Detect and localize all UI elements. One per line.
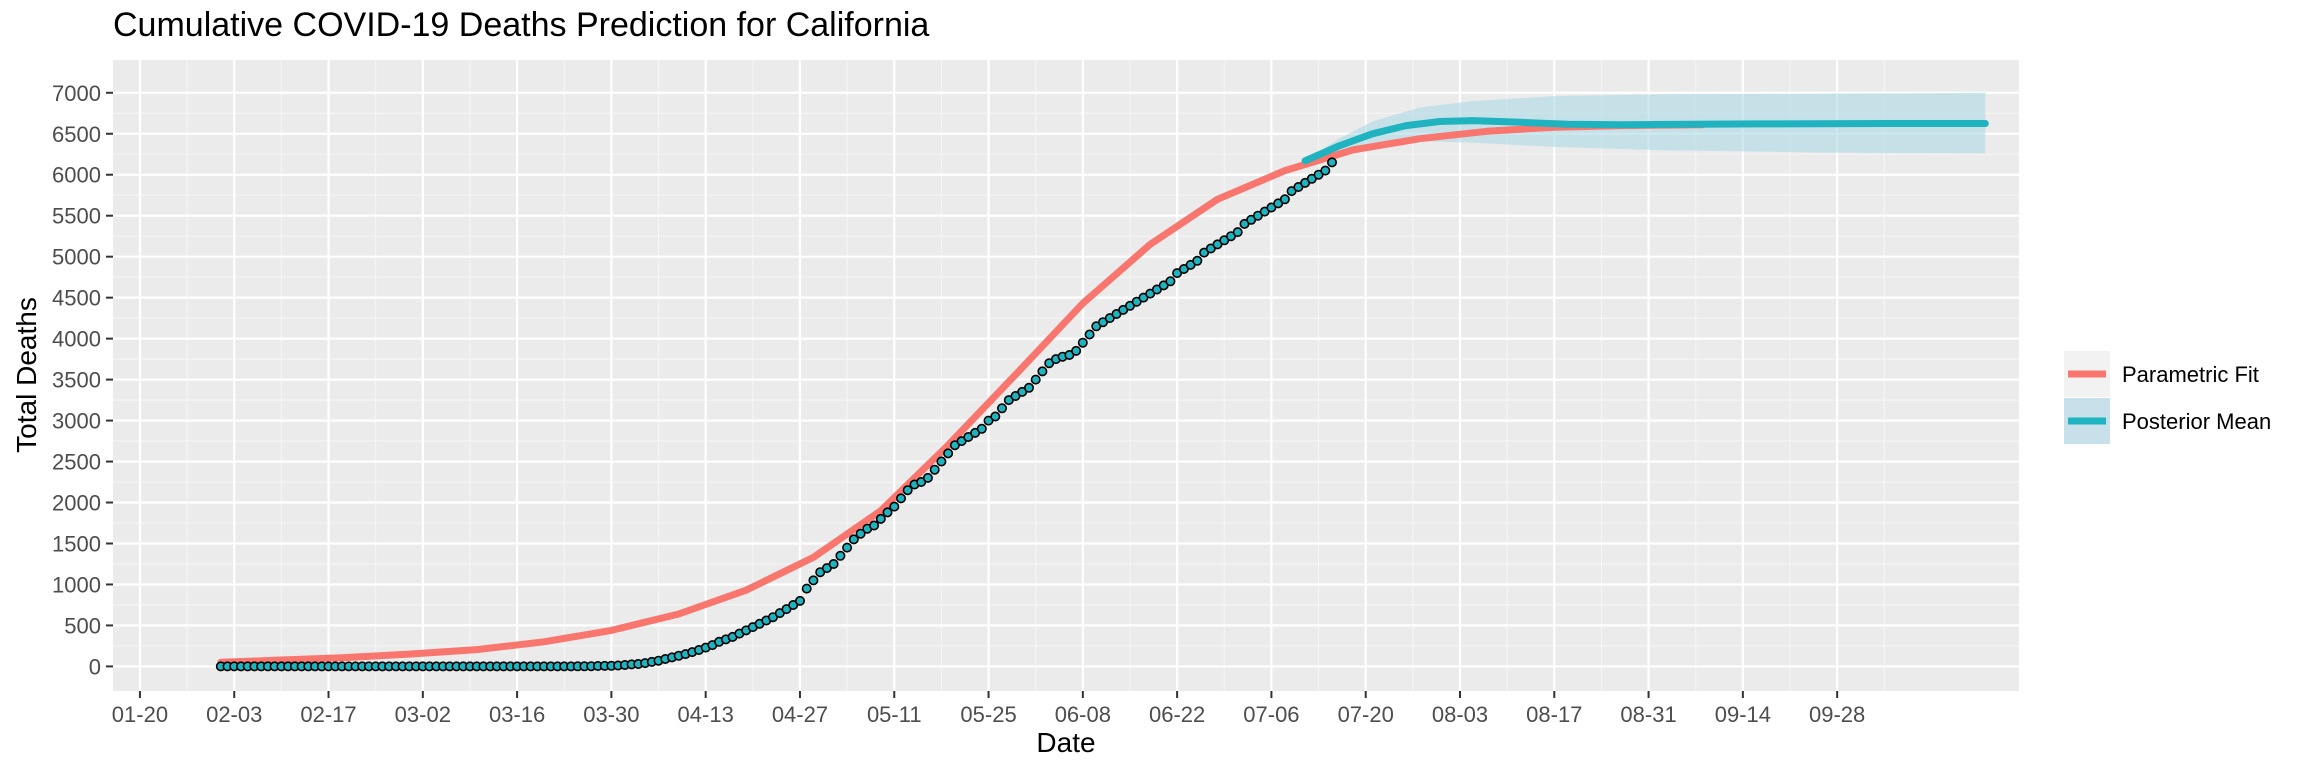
chart-title: Cumulative COVID-19 Deaths Prediction fo…: [113, 6, 930, 44]
y-tick-label: 7000: [52, 81, 101, 106]
observed-point: [1030, 374, 1041, 385]
y-tick-label: 5500: [52, 204, 101, 229]
x-tick-label: 06-22: [1149, 702, 1205, 727]
line-layer: [217, 117, 1989, 666]
observed-point: [1279, 194, 1290, 205]
y-tick-label: 500: [64, 613, 101, 638]
legend: Parametric Fit Posterior Mean: [2064, 351, 2271, 444]
x-tick-label: 05-11: [867, 702, 922, 727]
legend-label-posterior-mean: Posterior Mean: [2122, 409, 2271, 434]
observed-point: [996, 403, 1007, 414]
observed-point: [842, 542, 853, 553]
observed-point: [1232, 227, 1243, 238]
x-tick-label: 06-08: [1055, 702, 1111, 727]
x-tick-label: 03-16: [489, 702, 545, 727]
x-tick-label: 04-13: [678, 702, 734, 727]
y-axis-title: Total Deaths: [11, 297, 42, 453]
observed-point: [902, 485, 913, 496]
x-tick-label: 07-06: [1243, 702, 1299, 727]
x-tick-label: 02-03: [206, 702, 262, 727]
x-tick-label: 03-30: [583, 702, 639, 727]
observed-point: [794, 595, 805, 606]
observed-point: [801, 583, 812, 594]
observed-point: [1037, 366, 1048, 377]
x-tick-label: 09-28: [1809, 702, 1865, 727]
x-tick-label: 09-14: [1715, 702, 1771, 727]
observed-point: [889, 501, 900, 512]
y-tick-label: 0: [89, 654, 101, 679]
observed-point: [828, 558, 839, 569]
observed-point: [1071, 345, 1082, 356]
y-tick-label: 4000: [52, 327, 101, 352]
observed-point: [1165, 276, 1176, 287]
observed-point: [895, 493, 906, 504]
y-tick-label: 6000: [52, 163, 101, 188]
y-tick-label: 2500: [52, 450, 101, 475]
legend-label-parametric-fit: Parametric Fit: [2122, 362, 2259, 387]
observed-point: [990, 411, 1001, 422]
observed-point: [929, 464, 940, 475]
observed-point: [1024, 382, 1035, 393]
observed-point: [936, 456, 947, 467]
y-tick-label: 1500: [52, 531, 101, 556]
observed-point: [1327, 157, 1338, 168]
observed-point: [875, 513, 886, 524]
y-tick-label: 3000: [52, 409, 101, 434]
y-tick-label: 2000: [52, 491, 101, 516]
x-tick-label: 08-03: [1432, 702, 1488, 727]
plot-panel: [113, 60, 2019, 691]
observed-point: [1077, 337, 1088, 348]
observed-point: [922, 472, 933, 483]
y-tick-label: 1000: [52, 572, 101, 597]
observed-point: [855, 528, 866, 539]
y-tick-label: 6500: [52, 122, 101, 147]
observed-point: [1192, 255, 1203, 266]
x-tick-label: 04-27: [772, 702, 828, 727]
parametric-fit-line: [217, 121, 1706, 666]
observed-point: [835, 550, 846, 561]
observed-point: [848, 534, 859, 545]
x-tick-label: 05-25: [960, 702, 1016, 727]
x-tick-label: 07-20: [1338, 702, 1394, 727]
x-tick-label: 08-31: [1620, 702, 1676, 727]
x-tick-label: 01-20: [112, 702, 168, 727]
observed-point: [976, 423, 987, 434]
grid-major: [113, 60, 2019, 691]
x-tick-label: 02-17: [300, 702, 356, 727]
observed-point: [1320, 165, 1331, 176]
y-tick-label: 4500: [52, 286, 101, 311]
observed-points-layer: [215, 157, 1338, 672]
y-tick-label: 3500: [52, 368, 101, 393]
posterior-mean-line: [1301, 117, 1989, 165]
y-tick-label: 5000: [52, 245, 101, 270]
observed-point: [808, 575, 819, 586]
observed-point: [1084, 329, 1095, 340]
x-tick-label: 08-17: [1526, 702, 1582, 727]
x-tick-label: 03-02: [395, 702, 451, 727]
observed-point: [882, 507, 893, 518]
axis-layer: 01-20 02-03 02-17 03-02 03-16 03-30 04-13 04-27…: [52, 81, 1865, 727]
x-axis-title: Date: [1036, 727, 1095, 758]
observed-point: [869, 520, 880, 531]
observed-point: [943, 448, 954, 459]
